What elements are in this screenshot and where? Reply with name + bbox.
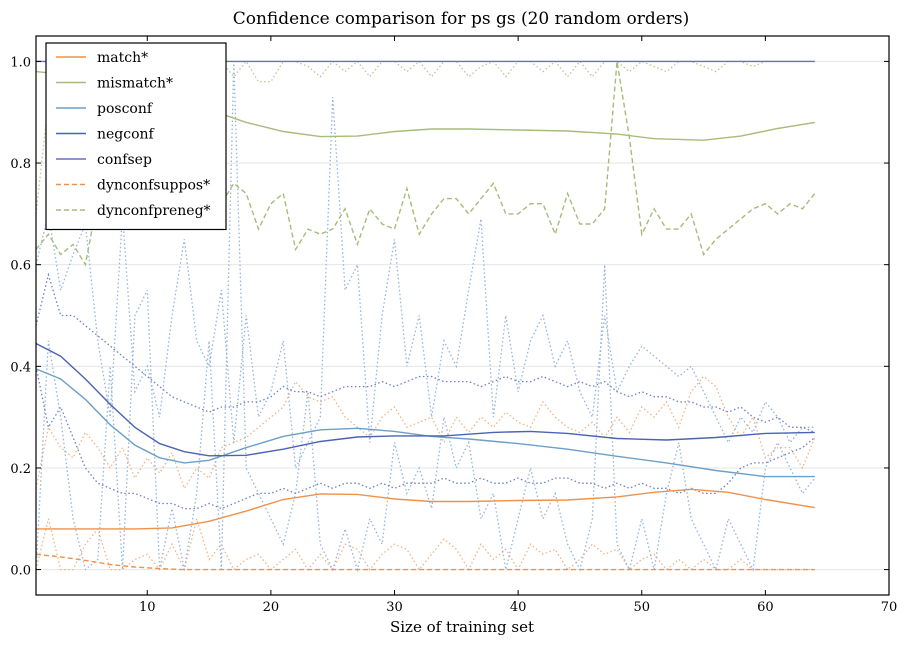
y-tick-label: 0.4 [10, 360, 31, 375]
legend-label: dynconfpreneg* [97, 203, 211, 219]
x-tick-label: 20 [263, 600, 280, 615]
spread-line [35, 96, 815, 471]
x-tick-label: 10 [139, 600, 156, 615]
y-tick-label: 0.6 [10, 259, 31, 274]
spread-line [35, 366, 816, 510]
spread-line [35, 272, 816, 434]
legend-box [45, 42, 227, 231]
spread-line [35, 375, 816, 490]
series-line [35, 553, 815, 571]
spread-line [35, 61, 816, 573]
legend-label: confsep [97, 152, 152, 168]
legend-label: negconf [97, 127, 156, 143]
tick-layer: 0.0 0.2 0.4 0.6 0.8 1.0 10 20 30 40 50 60 70 [10, 36, 897, 615]
series-line [35, 368, 815, 478]
x-tick-label: 40 [510, 600, 527, 615]
y-tick-label: 1.0 [10, 55, 31, 70]
legend-label: posconf [97, 101, 154, 117]
x-tick-label: 70 [881, 600, 898, 615]
legend-label: mismatch* [97, 76, 173, 92]
x-tick-label: 60 [757, 600, 774, 615]
y-tick-label: 0.8 [10, 157, 31, 172]
y-tick-label: 0.2 [10, 462, 31, 477]
series-line [35, 342, 815, 457]
x-tick-label: 50 [633, 600, 650, 615]
x-tick-label: 30 [386, 600, 403, 615]
plot-frame [35, 35, 890, 596]
series-line [36, 488, 815, 530]
x-axis-label: Size of training set [390, 618, 534, 636]
chart-title: Confidence comparison for ps gs (20 rand… [233, 9, 690, 29]
legend: match* mismatch* posconf negconf confsep dync… [45, 42, 227, 231]
y-tick-label: 0.0 [10, 564, 31, 579]
legend-label: match* [97, 50, 148, 66]
legend-label: dynconfsuppos* [97, 178, 210, 194]
